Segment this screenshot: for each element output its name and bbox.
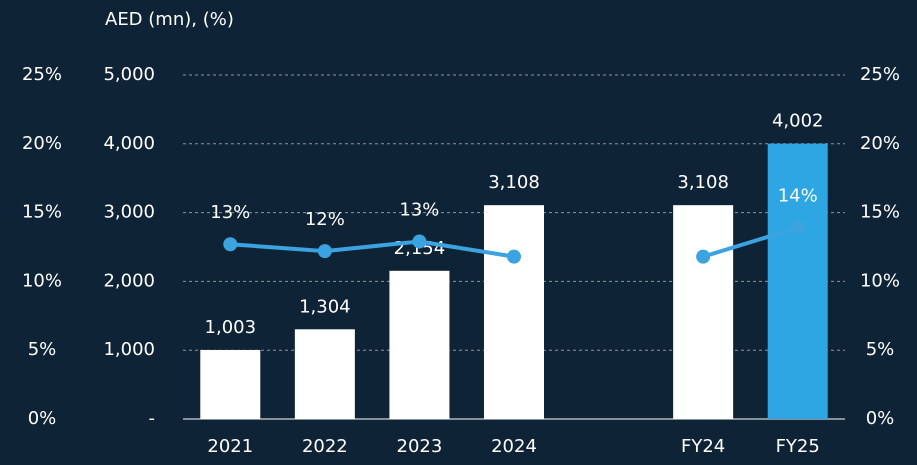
line-point bbox=[223, 237, 238, 252]
y-tick-label: 3,000 bbox=[103, 202, 155, 223]
bar-value-label: 1,304 bbox=[299, 296, 351, 317]
y-tick-label: 5,000 bbox=[103, 64, 155, 85]
y-tick-label: 4,000 bbox=[103, 133, 155, 154]
line bbox=[230, 225, 799, 259]
y-tick-label: 2,000 bbox=[103, 270, 155, 291]
line-point bbox=[507, 249, 521, 264]
bar bbox=[673, 205, 734, 419]
line-value-label: 12% bbox=[305, 209, 345, 230]
bar bbox=[200, 349, 261, 419]
line-value-label: 12% bbox=[683, 215, 723, 236]
axis-label: AED (mn), (%) bbox=[105, 9, 234, 30]
bar bbox=[294, 329, 355, 419]
line-point bbox=[412, 234, 427, 249]
line-value-label: 13% bbox=[210, 202, 250, 223]
y2-tick-label-right: 5% bbox=[866, 339, 895, 360]
y2-tick-label-left: 20% bbox=[22, 133, 62, 154]
x-tick-label: 2023 bbox=[397, 436, 443, 457]
line-point bbox=[317, 244, 332, 259]
bar bbox=[767, 143, 828, 419]
y2-tick-label-right: 10% bbox=[860, 270, 900, 291]
bar bbox=[389, 270, 450, 419]
y2-tick-label-right: 25% bbox=[860, 64, 900, 85]
bar-value-label: 3,108 bbox=[488, 172, 540, 193]
bar-value-label: 1,003 bbox=[205, 317, 257, 338]
y2-tick-label-right: 20% bbox=[860, 133, 900, 154]
x-tick-label: FY25 bbox=[776, 436, 820, 457]
line-value-label: 14% bbox=[778, 186, 818, 207]
line-point bbox=[790, 220, 805, 235]
line-point bbox=[696, 249, 711, 264]
bar-value-label: 4,002 bbox=[772, 111, 824, 132]
x-tick-label: 2024 bbox=[491, 436, 537, 457]
bar-value-label: 3,108 bbox=[677, 172, 729, 193]
x-tick-label: FY24 bbox=[681, 436, 725, 457]
y2-tick-label-left: 5% bbox=[28, 339, 57, 360]
y-tick-label: - bbox=[149, 408, 156, 429]
y2-tick-label-left: 10% bbox=[22, 270, 62, 291]
line-value-label: 13% bbox=[399, 199, 439, 220]
y2-tick-label-right: 15% bbox=[860, 202, 900, 223]
y2-tick-label-left: 0% bbox=[28, 408, 57, 429]
x-tick-label: 2021 bbox=[207, 436, 253, 457]
y2-tick-label-left: 15% bbox=[22, 202, 62, 223]
y2-tick-label-left: 25% bbox=[22, 64, 62, 85]
y-tick-label: 1,000 bbox=[103, 339, 155, 360]
y2-tick-label-right: 0% bbox=[866, 408, 895, 429]
x-tick-label: 2022 bbox=[302, 436, 348, 457]
bar bbox=[484, 205, 544, 419]
line-value-label: 12% bbox=[494, 215, 534, 236]
